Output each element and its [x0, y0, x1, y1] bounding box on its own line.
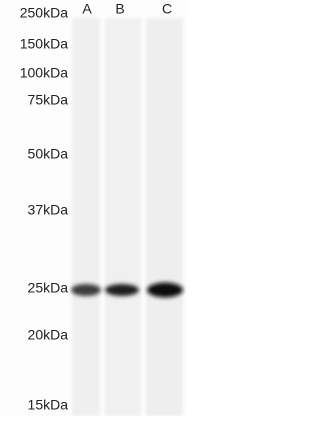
- band: [105, 284, 139, 296]
- lane-label: A: [82, 1, 92, 17]
- marker-label: 50kDa: [28, 146, 69, 162]
- band: [147, 282, 183, 298]
- marker-label: 20kDa: [28, 327, 69, 343]
- western-blot: 250kDa 150kDa 100kDa 75kDa 50kDa 37kDa 25kDa 20…: [19, 0, 183, 416]
- lane: [146, 18, 183, 416]
- labels: 250kDa 150kDa 100kDa 75kDa 50kDa 37kDa 25kDa 20…: [20, 1, 172, 413]
- lane: [72, 18, 100, 416]
- marker-label: 75kDa: [28, 92, 69, 108]
- marker-label: 100kDa: [20, 65, 68, 81]
- lane: [105, 18, 141, 416]
- marker-label: 250kDa: [20, 5, 68, 21]
- marker-label: 150kDa: [20, 36, 68, 52]
- marker-label: 37kDa: [28, 202, 69, 218]
- band: [71, 284, 101, 296]
- marker-label: 25kDa: [28, 280, 69, 296]
- lane-label: B: [115, 1, 124, 17]
- lane-label: C: [162, 1, 172, 17]
- marker-label: 15kDa: [28, 397, 69, 413]
